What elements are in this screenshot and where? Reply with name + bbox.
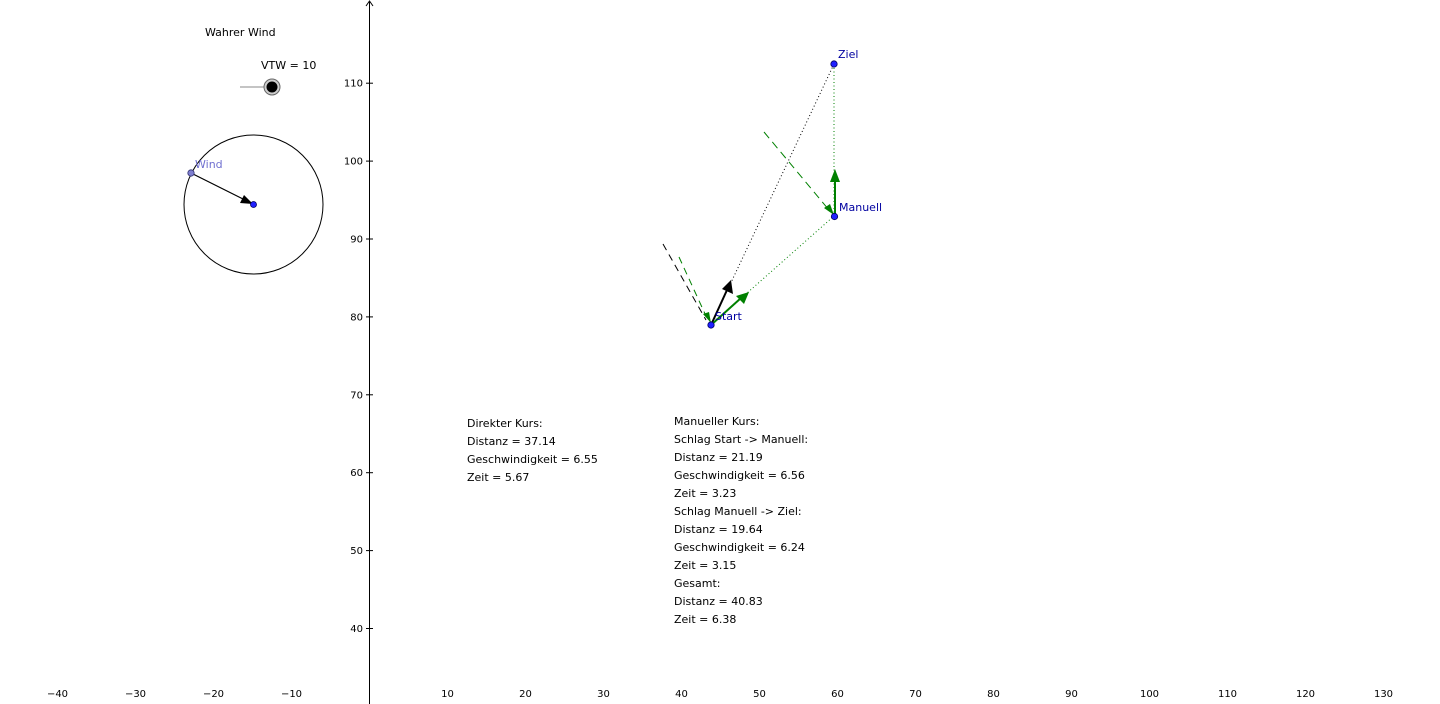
x-tick-label: −30 (125, 689, 146, 700)
manual-course-line-10: Distanz = 40.83 (674, 595, 763, 608)
direct-course-line-0: Direkter Kurs: (467, 417, 543, 430)
x-tick-label: −40 (47, 689, 68, 700)
x-tick-label: 50 (753, 689, 766, 700)
direct-velocity-vector (710, 289, 728, 326)
x-tick-label: 80 (987, 689, 1000, 700)
x-tick-label: 70 (909, 689, 922, 700)
manual-course-line-9: Gesamt: (674, 577, 721, 590)
manual-course-panel: Manueller Kurs: Schlag Start -> Manuell:… (674, 413, 808, 629)
wind-point-label: Wind (195, 158, 223, 171)
apparent-wind-arrowhead-manuell (824, 204, 834, 215)
x-tick-label: 100 (1140, 689, 1159, 700)
apparent-wind-dashed-manuell (763, 131, 830, 211)
direct-course-line (710, 63, 835, 326)
x-tick-label: −10 (281, 689, 302, 700)
y-tick-label: 110 (344, 79, 363, 90)
direct-course-line-1: Distanz = 37.14 (467, 435, 556, 448)
manual-course-line-4: Zeit = 3.23 (674, 487, 737, 500)
direct-course-line-2: Geschwindigkeit = 6.55 (467, 453, 598, 466)
direct-course-panel: Direkter Kurs: Distanz = 37.14 Geschwind… (467, 415, 598, 487)
manual-course-line-8: Zeit = 3.15 (674, 559, 737, 572)
x-tick-label: 60 (831, 689, 844, 700)
vtw-slider-handle-center[interactable] (266, 81, 278, 93)
apparent-wind-dashed-black (662, 243, 707, 321)
y-tick-label: 70 (350, 390, 363, 401)
apparent-wind-arrowhead-start (703, 312, 711, 323)
wind-circle (183, 134, 324, 275)
y-tick-label: 100 (344, 157, 363, 168)
direct-velocity-arrowhead (722, 280, 733, 294)
wind-arrowhead (240, 195, 253, 204)
axes: −40 −30 −20 −10 10 20 30 40 50 60 70 80 90 100 110 120 1… (47, 0, 1393, 704)
course-geometry: Start Manuell Ziel (662, 48, 882, 329)
x-tick-label: 40 (675, 689, 688, 700)
direct-course-line-3: Zeit = 5.67 (467, 471, 530, 484)
leg1-velocity-vector (710, 297, 742, 326)
wind-direction-point[interactable] (187, 169, 195, 177)
manual-course-line-1: Schlag Start -> Manuell: (674, 433, 809, 446)
x-tick-label: 10 (441, 689, 454, 700)
start-point[interactable] (707, 321, 715, 329)
x-tick-label: 90 (1065, 689, 1078, 700)
x-tick-label: 20 (519, 689, 532, 700)
y-axis-arrow (365, 0, 374, 7)
manuell-label: Manuell (839, 201, 882, 214)
y-tick-label: 50 (350, 546, 363, 557)
y-tick-label: 60 (350, 468, 363, 479)
y-tick-label: 40 (350, 624, 363, 635)
ziel-label: Ziel (838, 48, 858, 61)
manual-course-line-3: Geschwindigkeit = 6.56 (674, 469, 805, 482)
apparent-wind-dashed-green (678, 256, 707, 317)
x-tick-label: 110 (1218, 689, 1237, 700)
manual-course-line-5: Schlag Manuell -> Ziel: (674, 505, 802, 518)
wind-vector (190, 172, 246, 201)
manual-course-line-2: Distanz = 21.19 (674, 451, 763, 464)
x-tick-label: 30 (597, 689, 610, 700)
manual-course-line-7: Geschwindigkeit = 6.24 (674, 541, 805, 554)
start-label: Start (715, 310, 743, 323)
manual-course-line-11: Zeit = 6.38 (674, 613, 737, 626)
manuell-point[interactable] (830, 212, 839, 221)
manual-course-line-0: Manueller Kurs: (674, 415, 760, 428)
wind-panel-title: Wahrer Wind (205, 26, 276, 39)
leg1-velocity-arrowhead (736, 292, 749, 304)
wind-widget: Wind (183, 78, 324, 275)
x-tick-label: 130 (1374, 689, 1393, 700)
y-tick-labels: 40 50 60 70 80 90 100 110 (344, 79, 373, 635)
leg1-line (710, 215, 835, 326)
manual-course-line-6: Distanz = 19.64 (674, 523, 763, 536)
leg2-velocity-arrowhead (830, 169, 840, 182)
x-tick-label: −20 (203, 689, 224, 700)
ziel-point[interactable] (830, 60, 838, 68)
x-tick-labels: −40 −30 −20 −10 10 20 30 40 50 60 70 80 90 100 110 120 1… (47, 689, 1393, 700)
x-tick-label: 120 (1296, 689, 1315, 700)
y-tick-label: 90 (350, 235, 363, 246)
wind-center-point (250, 201, 257, 208)
y-tick-label: 80 (350, 312, 363, 323)
vtw-slider-label: VTW = 10 (261, 59, 317, 72)
